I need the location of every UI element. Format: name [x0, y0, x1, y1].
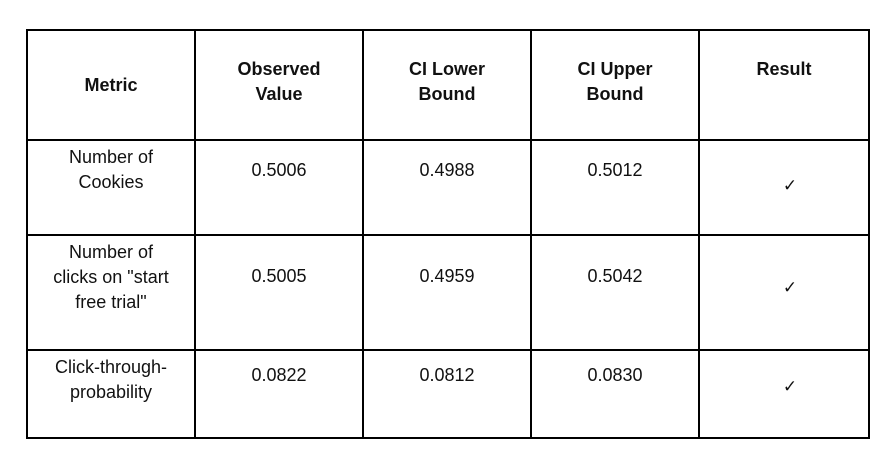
metric-cell: Click-through- probability	[26, 349, 196, 439]
ci-lower-cell: 0.4959	[362, 234, 532, 351]
ci-lower-cell: 0.4988	[362, 139, 532, 236]
header-ci-upper-bound: CI Upper Bound	[530, 29, 700, 141]
ci-lower-cell: 0.0812	[362, 349, 532, 439]
observed-value-cell: 0.5005	[194, 234, 364, 351]
header-metric: Metric	[26, 29, 196, 141]
header-result: Result	[698, 29, 870, 141]
table-header-row: Metric Observed Value CI Lower Bound CI …	[26, 29, 870, 141]
header-ci-lower-bound: CI Lower Bound	[362, 29, 532, 141]
table-row: Click-through- probability 0.0822 0.0812…	[26, 349, 870, 439]
result-checkmark-icon: ✓	[698, 349, 870, 439]
metric-cell: Number of clicks on "start free trial"	[26, 234, 196, 351]
observed-value-cell: 0.0822	[194, 349, 364, 439]
metric-cell: Number of Cookies	[26, 139, 196, 236]
result-checkmark-icon: ✓	[698, 139, 870, 236]
results-table: Metric Observed Value CI Lower Bound CI …	[26, 29, 870, 439]
table-row: Number of clicks on "start free trial" 0…	[26, 234, 870, 351]
table-row: Number of Cookies 0.5006 0.4988 0.5012 ✓	[26, 139, 870, 236]
header-observed-value: Observed Value	[194, 29, 364, 141]
ci-upper-cell: 0.5012	[530, 139, 700, 236]
ci-upper-cell: 0.5042	[530, 234, 700, 351]
ci-upper-cell: 0.0830	[530, 349, 700, 439]
result-checkmark-icon: ✓	[698, 234, 870, 351]
observed-value-cell: 0.5006	[194, 139, 364, 236]
